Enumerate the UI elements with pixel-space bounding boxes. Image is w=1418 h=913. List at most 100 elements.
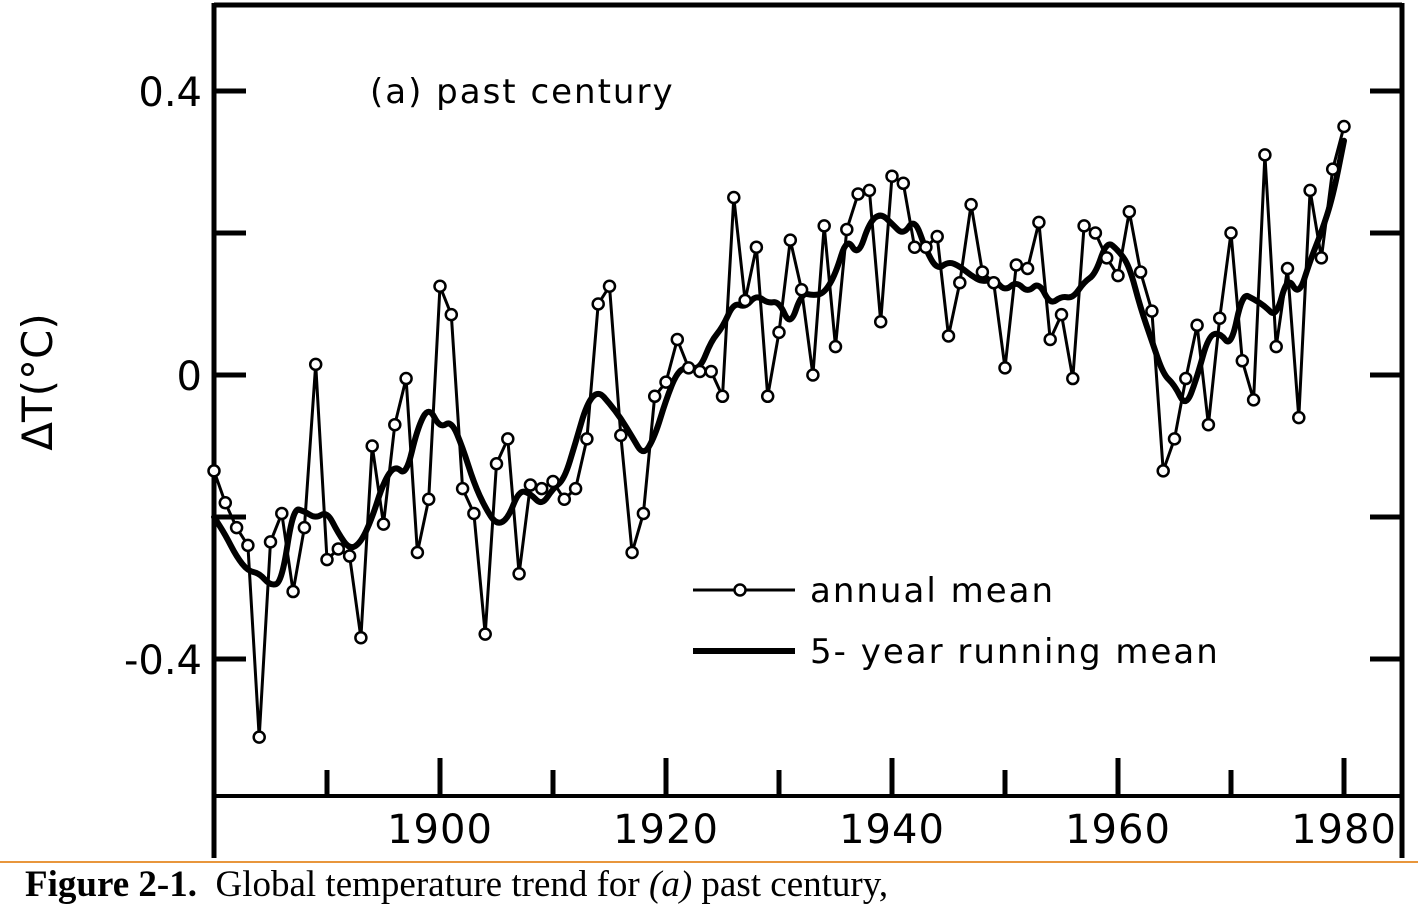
annual-mean-point (964, 197, 978, 212)
annual-mean-point (263, 535, 278, 549)
annual-mean-point (1314, 251, 1329, 265)
annual-mean-point (840, 222, 854, 237)
annual-mean-point (1133, 265, 1148, 279)
annual-mean-point (986, 275, 1001, 290)
annual-mean-point (1201, 417, 1216, 432)
annual-mean-point (297, 520, 312, 535)
annual-mean-point (591, 297, 605, 311)
annual-mean-point (727, 190, 741, 205)
annual-mean-point (1145, 304, 1159, 318)
legend-annual-marker (733, 583, 747, 597)
annual-mean-point (557, 492, 572, 506)
annual-mean-point (1212, 311, 1227, 325)
annual-mean-point (1235, 354, 1250, 368)
annual-mean-point (647, 389, 662, 404)
annual-mean-point (501, 432, 515, 446)
annual-mean-point (354, 630, 368, 645)
annual-mean-point (207, 464, 221, 478)
annual-mean-point (489, 457, 504, 471)
y-axis-label: ΔT(°C) (13, 313, 62, 450)
annual-mean-point (681, 361, 696, 375)
annual-mean-point (851, 187, 865, 201)
annual-mean-point (885, 169, 899, 183)
annual-mean-point (873, 315, 888, 329)
legend-item-annual: annual mean (693, 571, 1053, 611)
annual-mean-point (1054, 307, 1069, 322)
annual-mean-point (806, 368, 820, 382)
annual-mean-point (930, 229, 944, 244)
chart-title: (a) past century (370, 72, 675, 112)
annual-mean-point (1280, 261, 1295, 276)
annual-mean-point (1111, 268, 1125, 283)
annual-mean-point (704, 364, 718, 379)
x-ticks (324, 758, 1347, 796)
annual-mean-point (1066, 371, 1080, 386)
x-tick-label: 1920 (613, 807, 719, 853)
annual-mean-point (896, 176, 911, 191)
annual-mean-point (523, 478, 538, 492)
annual-mean-point (828, 339, 843, 354)
annual-mean-point (1269, 339, 1283, 354)
annual-mean-point (625, 545, 639, 560)
y-tick-labels: 0.4 0 -0.4 (124, 70, 202, 684)
annual-mean-point (1190, 318, 1204, 333)
y-tick-label: 0 (177, 354, 202, 400)
series-annual-mean (207, 119, 1351, 744)
annual-mean-point (998, 361, 1012, 375)
annual-mean-point (1258, 148, 1272, 162)
annual-mean-point (455, 481, 470, 496)
legend: annual mean 5- year running mean (693, 571, 1220, 672)
annual-mean-point (1020, 261, 1035, 276)
annual-mean-point (399, 371, 413, 386)
annual-mean-point (275, 506, 289, 521)
annual-mean-point (760, 389, 775, 404)
annual-mean-point (410, 545, 425, 560)
annual-mean-point (1224, 226, 1238, 240)
annual-mean-point (862, 183, 877, 198)
annual-mean-point (1179, 371, 1193, 386)
annual-mean-point (331, 542, 346, 556)
annual-mean-point (715, 389, 730, 404)
annual-mean-point (286, 584, 300, 599)
annual-mean-point (614, 428, 628, 443)
annual-mean-point (783, 233, 798, 247)
annual-mean-point (636, 506, 651, 521)
caption-text: Global temperature trend for (196, 864, 650, 905)
annual-mean-point (534, 481, 549, 496)
annual-mean-point (320, 552, 334, 567)
legend-running-label: 5- year running mean (810, 632, 1220, 672)
x-tick-label: 1960 (1065, 807, 1171, 853)
annual-mean-point (602, 279, 617, 293)
annual-mean-point (693, 364, 707, 379)
y-tick-label: 0.4 (138, 70, 202, 116)
annual-mean-point (342, 549, 357, 563)
annual-mean-point (1156, 464, 1170, 478)
annual-mean-point (1077, 219, 1091, 233)
annual-mean-point (1009, 258, 1024, 272)
annual-mean-point (1246, 393, 1261, 407)
annual-mean-point (670, 332, 685, 347)
annual-mean-point (1032, 215, 1046, 230)
annual-mean-point (1292, 410, 1306, 425)
x-tick-label: 1980 (1291, 807, 1397, 853)
figure-caption: Figure 2-1. Global temperature trend for… (25, 862, 888, 908)
running-mean-line (211, 137, 1347, 588)
annual-mean-point (568, 481, 583, 496)
plot-frame (211, 2, 1405, 858)
annual-mean-point (580, 432, 594, 446)
annual-mean-point (817, 219, 831, 233)
annual-mean-point (365, 439, 379, 453)
legend-item-running: 5- year running mean (693, 632, 1220, 672)
annual-mean-point (1099, 251, 1114, 265)
annual-mean-point (388, 417, 402, 432)
annual-mean-point (659, 375, 673, 389)
annual-mean-point (308, 357, 323, 372)
annual-mean-point (444, 307, 459, 322)
annual-mean-point (907, 240, 922, 254)
figure-number: Figure 2-1. (25, 864, 197, 905)
annual-mean-point (794, 283, 809, 297)
annual-mean-point (478, 627, 492, 641)
annual-mean-point (919, 240, 933, 254)
caption-separator (0, 861, 1418, 863)
annual-mean-point (252, 730, 266, 744)
